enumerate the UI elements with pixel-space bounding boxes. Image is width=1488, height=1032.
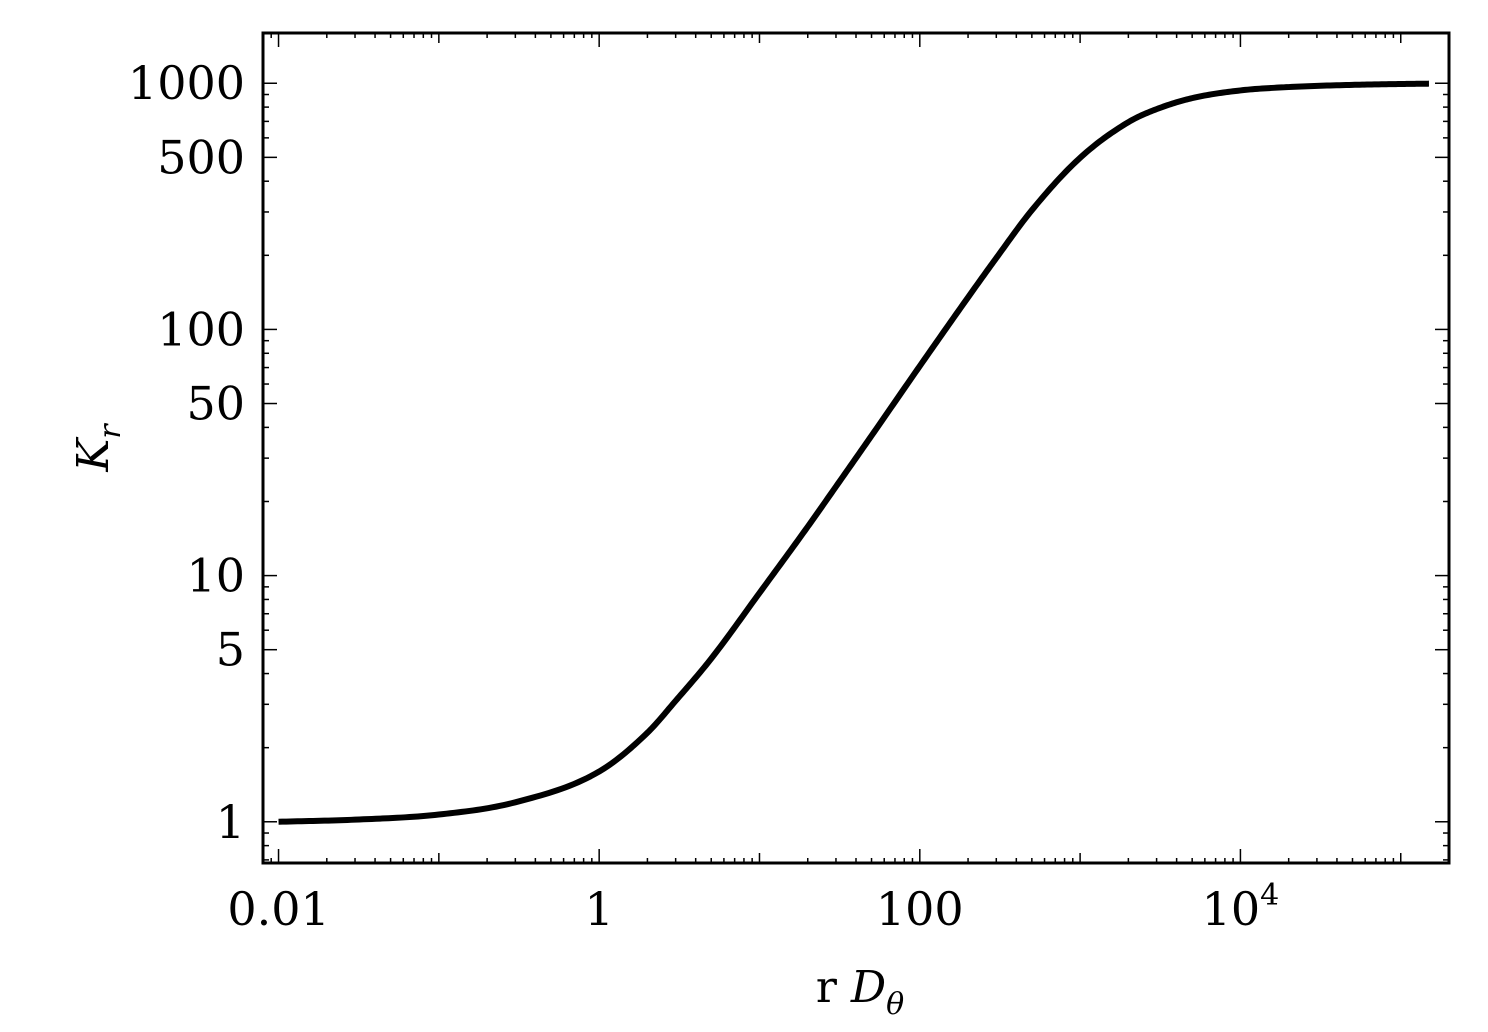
x-axis-title: r Dθ: [816, 962, 904, 1022]
y-tick-labels: 1 5 10 50 100 500 1000: [128, 56, 245, 849]
minor-ticks: [262, 33, 1450, 863]
y-tick-label: 1: [216, 795, 245, 849]
x-tick-labels: 0.01 1 100 104: [227, 878, 1279, 936]
major-ticks: [263, 33, 1449, 863]
y-tick-label: 100: [157, 302, 245, 356]
y-tick-label: 10: [186, 549, 245, 603]
x-tick-label: 1: [585, 882, 614, 936]
y-tick-label: 500: [157, 130, 245, 184]
y-axis-title: Kr: [68, 423, 128, 473]
y-tick-label: 1000: [128, 56, 245, 110]
series-line: [278, 80, 1431, 825]
x-tick-label: 0.01: [227, 882, 329, 936]
y-tick-label: 5: [216, 623, 245, 677]
y-tick-label: 50: [186, 377, 245, 431]
plot-frame: [261, 31, 1451, 865]
x-tick-label: 104: [1202, 878, 1280, 936]
x-tick-label: 100: [876, 882, 964, 936]
